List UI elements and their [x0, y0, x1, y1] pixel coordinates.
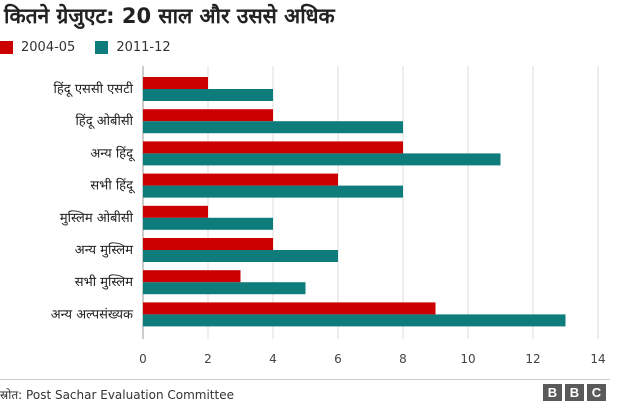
bar-2004-05: [143, 205, 208, 218]
bar-2011-12: [143, 282, 306, 295]
x-tick-label: 4: [269, 352, 277, 366]
legend: 2004-05 2011-12: [0, 38, 191, 56]
chart-title: कितने ग्रेजुएट: 20 साल और उससे अधिक: [4, 4, 335, 28]
category-label: हिंदू एससी एसटी: [54, 81, 134, 97]
bar-2004-05: [143, 238, 273, 250]
bar-2011-12: [143, 217, 273, 230]
bar-2004-05: [143, 77, 208, 89]
legend-item-2004-05: 2004-05: [0, 40, 75, 55]
category-label: हिंदू ओबीसी: [75, 113, 133, 129]
bar-2004-05: [143, 270, 241, 283]
legend-label-2004-05: 2004-05: [21, 39, 76, 55]
category-label: अन्य अल्पसंख्यक: [51, 307, 134, 322]
bar-2011-12: [143, 185, 403, 198]
x-tick-label: 0: [139, 352, 147, 366]
x-tick-label: 10: [460, 352, 475, 366]
logo-letter: B: [565, 384, 584, 401]
source-note: स्रोत: Post Sachar Evaluation Committee: [0, 388, 234, 402]
x-tick-label: 2: [204, 352, 212, 366]
logo-letter: C: [587, 384, 606, 401]
category-label: अन्य हिंदू: [90, 145, 135, 161]
bar-2011-12: [143, 250, 338, 262]
bar-2004-05: [143, 109, 273, 122]
x-tick-label: 14: [590, 352, 605, 366]
legend-swatch-2011-12: [95, 40, 109, 54]
category-label: मुस्लिम ओबीसी: [60, 210, 134, 226]
footer-divider: [0, 379, 610, 380]
category-label: सभी हिंदू: [90, 178, 135, 194]
bar-2004-05: [143, 173, 338, 186]
bar-2011-12: [143, 153, 501, 166]
bar-chart: 0 2 4 6 8 10 12 14 हिंदू एससी एसटी हिंदू ओबीसी अन्…: [51, 66, 606, 366]
legend-label-2011-12: 2011-12: [116, 39, 171, 55]
bar-2011-12: [143, 314, 566, 327]
bar-2011-12: [143, 89, 273, 101]
legend-item-2011-12: 2011-12: [95, 39, 171, 55]
bar-2004-05: [143, 141, 403, 154]
category-label: अन्य मुस्लिम: [75, 242, 133, 258]
bar-2011-12: [143, 121, 403, 134]
x-tick-label: 8: [399, 352, 407, 366]
x-tick-label: 12: [525, 352, 540, 366]
legend-swatch-2004-05: [0, 40, 13, 54]
bbc-logo: B B C: [543, 384, 606, 401]
bar-2004-05: [143, 302, 436, 315]
category-label: सभी मुस्लिम: [75, 274, 133, 290]
logo-letter: B: [543, 384, 562, 401]
x-tick-label: 6: [334, 352, 342, 366]
